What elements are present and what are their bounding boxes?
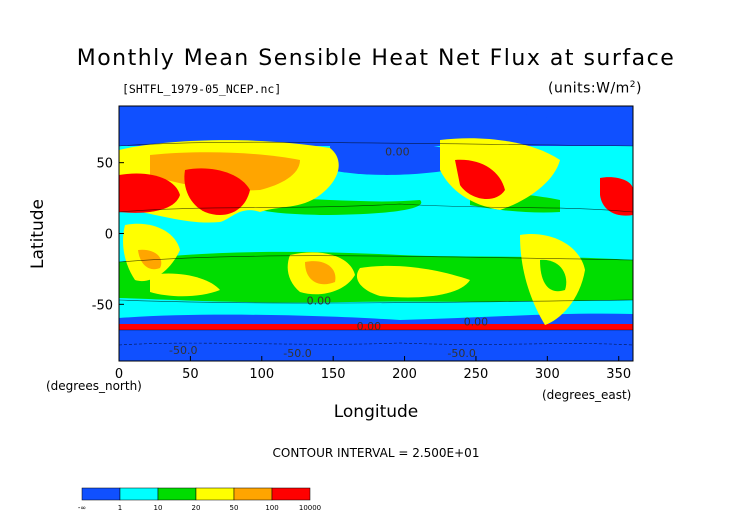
colorbar-swatch <box>119 487 159 501</box>
region-antarctica <box>119 330 633 361</box>
x-axis: 0 50 100 150 200 250 300 350 <box>115 356 631 382</box>
y-axis-title: Latitude <box>28 199 48 269</box>
contour-label: -50.0 <box>447 347 475 360</box>
y-axis: -50 0 50 <box>92 157 124 313</box>
units-label: (units:W/m2) <box>548 80 642 97</box>
y-unit-label: (degrees_north) <box>46 379 142 393</box>
x-tick-label: 50 <box>182 367 199 382</box>
x-tick-label: 0 <box>115 367 123 382</box>
colorbar-swatch <box>81 487 121 501</box>
region-sahara-arabia <box>119 173 180 213</box>
x-tick-label: 300 <box>535 367 560 382</box>
colorbar-swatch <box>195 487 235 501</box>
x-tick-label: 350 <box>606 367 631 382</box>
y-tick-label: 0 <box>105 228 113 243</box>
colorbar-tick-label: 10000 <box>299 504 321 512</box>
x-tick-label: 250 <box>464 367 489 382</box>
contour-label: 0.00 <box>385 146 410 159</box>
contour-label: 0.00 <box>464 316 489 329</box>
x-tick-label: 100 <box>249 367 274 382</box>
contour-labels: 0.00 0.00 0.00 0.00 -50.0 -50.0 -50.0 <box>169 146 488 360</box>
colorbar-tick-label: 50 <box>230 504 239 512</box>
colorbar-swatch <box>157 487 197 501</box>
contour-label: -50.0 <box>283 347 311 360</box>
contour-label: -50.0 <box>169 344 197 357</box>
colorbar-swatch <box>271 487 311 501</box>
colorbar-tick-label: 1 <box>118 504 122 512</box>
y-tick-label: -50 <box>92 298 113 313</box>
contour-label: 0.00 <box>357 320 382 333</box>
x-tick-label: 150 <box>321 367 346 382</box>
x-tick-label: 200 <box>392 367 417 382</box>
colorbar-tick-label: 20 <box>192 504 201 512</box>
chart-title: Monthly Mean Sensible Heat Net Flux at s… <box>76 46 676 71</box>
region-north-pacific-blue <box>330 141 450 175</box>
colorbar-swatch <box>233 487 273 501</box>
colorbar-tick-label: 10 <box>154 504 163 512</box>
contour-interval-text: CONTOUR INTERVAL = 2.500E+01 <box>272 446 480 460</box>
chart-subtitle: [SHTFL_1979-05_NCEP.nc] <box>122 82 282 96</box>
colorbar-tick-label: 100 <box>265 504 278 512</box>
colorbar: -∞ 1 10 20 50 100 10000 <box>78 487 321 512</box>
y-tick-label: 50 <box>96 157 113 172</box>
x-unit-label: (degrees_east) <box>542 388 632 402</box>
contour-label: 0.00 <box>307 294 332 307</box>
colorbar-tick-label: -∞ <box>78 504 86 512</box>
x-axis-title: Longitude <box>333 402 419 422</box>
